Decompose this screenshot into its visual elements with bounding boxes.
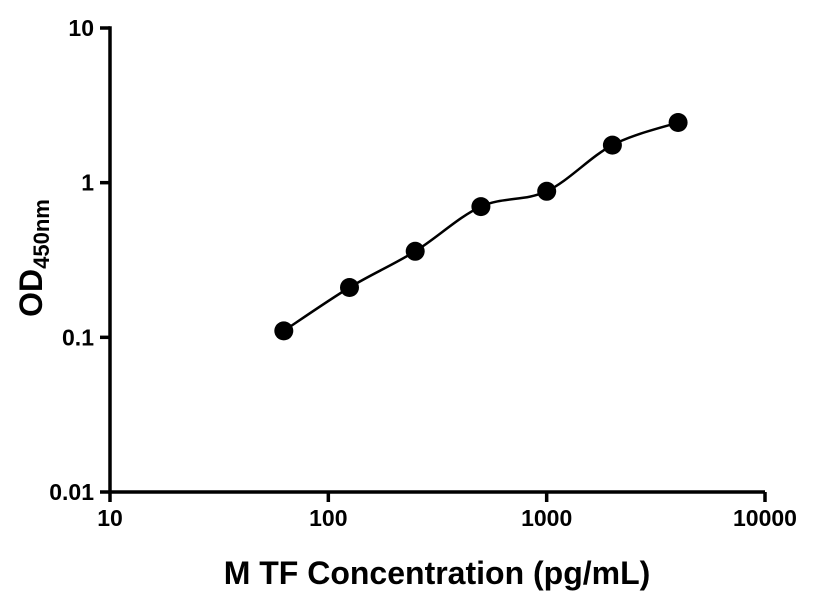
- x-axis-tick-label: 1000: [521, 505, 572, 531]
- fit-curve: [283, 121, 679, 332]
- y-axis-tick-label: 10: [68, 15, 94, 41]
- data-point: [471, 197, 491, 217]
- data-point: [602, 135, 622, 155]
- y-axis-tick-label: 0.01: [49, 479, 94, 505]
- x-axis-title: M TF Concentration (pg/mL): [224, 555, 651, 591]
- data-point: [668, 113, 688, 132]
- x-axis-tick-label: 10: [97, 505, 123, 531]
- x-axis-tick-label: 10000: [733, 505, 797, 531]
- y-axis-title-sub: 450nm: [29, 199, 54, 269]
- x-axis-tick-label: 100: [309, 505, 347, 531]
- y-axis-title-main: OD: [13, 269, 49, 317]
- axis-spines: [108, 26, 765, 494]
- y-axis-title: OD450nm: [13, 199, 54, 317]
- data-point: [340, 278, 359, 297]
- plot-area: 10 100 1000 10000 0.01 0.1 1 10: [49, 15, 797, 531]
- data-point: [405, 241, 425, 261]
- data-point: [274, 321, 294, 341]
- data-point: [537, 181, 557, 201]
- y-axis-tick-label: 0.1: [62, 324, 94, 350]
- y-axis-tick-label: 1: [81, 170, 94, 196]
